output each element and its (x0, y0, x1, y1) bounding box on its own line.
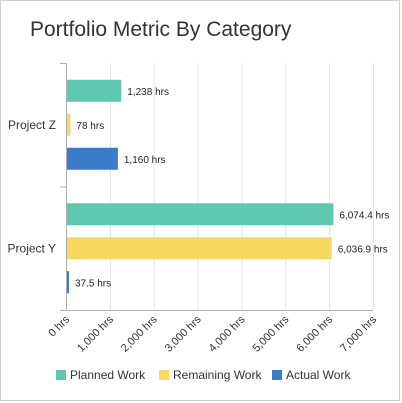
x-tick-label: 7,000 hrs (338, 313, 379, 354)
data-label: 1,160 hrs (124, 155, 166, 166)
x-tick-label: 2,000 hrs (119, 313, 160, 354)
bar[interactable] (67, 113, 71, 136)
bar[interactable] (67, 237, 332, 260)
x-tick-label: 6,000 hrs (294, 313, 335, 354)
data-label: 37.5 hrs (75, 278, 111, 289)
legend-item-label[interactable]: Remaining Work (173, 368, 262, 382)
data-label: 6,074.4 hrs (339, 210, 389, 221)
category-label: Project Z (8, 118, 56, 132)
data-label: 78 hrs (76, 121, 104, 132)
x-tick-label: 4,000 hrs (207, 313, 248, 354)
legend-swatch (56, 370, 66, 380)
x-tick-label: 1,000 hrs (75, 313, 116, 354)
bar[interactable] (67, 271, 69, 294)
legend-item-label[interactable]: Actual Work (286, 368, 351, 382)
legend-item-label[interactable]: Planned Work (70, 368, 146, 382)
category-label: Project Y (8, 241, 56, 255)
chart-title: Portfolio Metric By Category (30, 18, 292, 41)
legend-swatch (159, 370, 169, 380)
x-tick-label: 0 hrs (46, 313, 72, 339)
legend-swatch (272, 370, 282, 380)
bar[interactable] (67, 79, 122, 102)
bar[interactable] (67, 203, 334, 226)
x-tick-label: 5,000 hrs (250, 313, 291, 354)
x-tick-label: 3,000 hrs (163, 313, 204, 354)
data-label: 1,238 hrs (127, 87, 169, 98)
data-label: 6,036.9 hrs (338, 244, 388, 255)
bar[interactable] (67, 147, 118, 170)
